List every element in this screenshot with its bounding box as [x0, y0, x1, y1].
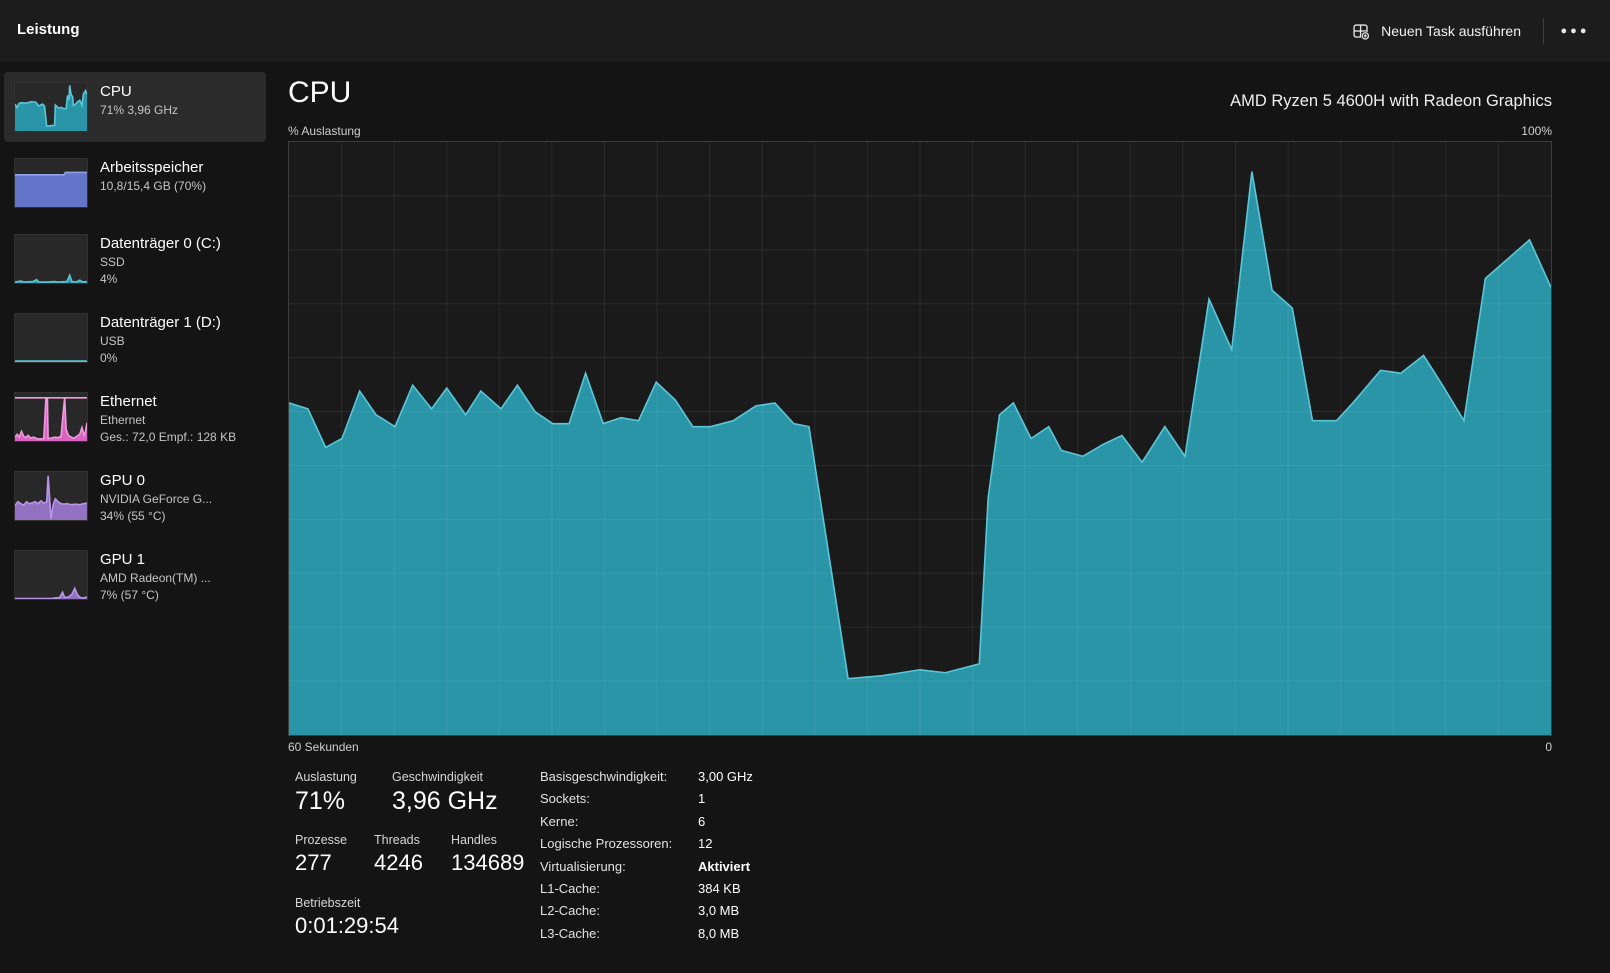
sidebar-item-cpu[interactable]: CPU 71% 3,96 GHz [4, 72, 266, 142]
detail-value: 6 [698, 813, 706, 829]
sidebar-item-ethernet[interactable]: Ethernet Ethernet Ges.: 72,0 Empf.: 128 … [4, 382, 266, 455]
disk0-sparkline [14, 234, 88, 284]
cpu-stats: Auslastung 71% Geschwindigkeit 3,96 GHz … [288, 765, 1552, 955]
x-left-label: 60 Sekunden [288, 740, 359, 754]
stat-label: Handles [451, 833, 497, 847]
chart-top-axis: % Auslastung 100% [288, 124, 1552, 138]
stat-label: Threads [374, 833, 420, 847]
sidebar-item-title: Ethernet [100, 393, 157, 410]
sidebar-item-subline: USB [100, 334, 125, 348]
toolbar: Neuen Task ausführen ●●● [1340, 0, 1596, 62]
sidebar-item-subline: AMD Radeon(TM) ... [100, 571, 211, 585]
stat-processes: Prozesse 277 [295, 833, 347, 876]
sidebar-item-subline: 7% (57 °C) [100, 587, 159, 602]
sidebar-item-disk0[interactable]: Datenträger 0 (C:) SSD 4% [4, 224, 266, 297]
sidebar-item-subline: SSD [100, 255, 125, 269]
sidebar-item-title: Arbeitsspeicher [100, 159, 204, 176]
detail-value: 12 [698, 836, 713, 852]
stat-handles: Handles 134689 [451, 833, 524, 876]
stat-label: Geschwindigkeit [392, 770, 484, 784]
detail-label: L3-Cache: [540, 925, 600, 941]
sidebar-item-title: Datenträger 0 (C:) [100, 235, 221, 252]
more-options-button[interactable]: ●●● [1554, 13, 1596, 49]
cpu-model-name: AMD Ryzen 5 4600H with Radeon Graphics [1230, 92, 1552, 110]
chart-bottom-axis: 60 Sekunden 0 [288, 740, 1552, 754]
top-bar: Leistung Neuen Task ausführen ●●● [0, 0, 1610, 62]
stat-value: 0:01:29:54 [295, 913, 399, 938]
sidebar-item-title: Datenträger 1 (D:) [100, 314, 221, 331]
disk1-sparkline [14, 313, 88, 363]
ethernet-sparkline [14, 392, 88, 442]
sidebar-item-subline: 34% (55 °C) [100, 508, 166, 523]
sidebar-item-title: GPU 0 [100, 472, 146, 489]
sidebar-item-memory[interactable]: Arbeitsspeicher 10,8/15,4 GB (70%) [4, 148, 266, 218]
sidebar-item-subline: 4% [100, 271, 118, 286]
stat-value: 277 [295, 850, 332, 875]
sidebar-item-subline: 0% [100, 350, 118, 365]
run-new-task-button[interactable]: Neuen Task ausführen [1340, 13, 1533, 49]
gpu0-sparkline [14, 471, 88, 521]
detail-value: 3,0 MB [698, 903, 740, 919]
sidebar-item-gpu1[interactable]: GPU 1 AMD Radeon(TM) ... 7% (57 °C) [4, 540, 266, 613]
y-axis-label: % Auslastung [288, 124, 361, 138]
detail-label: L2-Cache: [540, 903, 600, 919]
stat-label: Betriebszeit [295, 896, 361, 910]
stat-utilization: Auslastung 71% [295, 770, 357, 816]
cpu-usage-chart[interactable] [288, 141, 1552, 736]
x-right-label: 0 [1545, 740, 1552, 754]
stat-label: Auslastung [295, 770, 357, 784]
detail-label: Virtualisierung: [540, 858, 626, 874]
detail-label: L1-Cache: [540, 880, 600, 896]
sidebar-item-subline: 71% 3,96 GHz [100, 103, 179, 117]
sidebar-item-title: GPU 1 [100, 551, 146, 568]
sidebar-item-disk1[interactable]: Datenträger 1 (D:) USB 0% [4, 303, 266, 376]
detail-value: 1 [698, 791, 706, 807]
gpu1-sparkline [14, 550, 88, 600]
sidebar-item-subline: Ethernet [100, 413, 146, 427]
new-task-icon [1353, 23, 1370, 40]
stat-value: 3,96 GHz [392, 787, 498, 815]
sidebar-item-subline: 10,8/15,4 GB (70%) [100, 179, 207, 193]
detail-value: 3,00 GHz [698, 769, 753, 784]
detail-label: Basisgeschwindigkeit: [540, 769, 668, 784]
detail-label: Logische Prozessoren: [540, 836, 673, 852]
stat-uptime: Betriebszeit 0:01:29:54 [295, 896, 399, 939]
cpu-details-table: Basisgeschwindigkeit: 3,00 GHz Sockets: 1 … [540, 769, 753, 948]
detail-value: 384 KB [698, 880, 741, 896]
sidebar-item-subline: NVIDIA GeForce G... [100, 492, 213, 506]
cpu-usage-area-chart [289, 142, 1551, 735]
stat-speed: Geschwindigkeit 3,96 GHz [392, 770, 498, 816]
stat-label: Prozesse [295, 833, 348, 847]
performance-sidebar: CPU 71% 3,96 GHz Arbeitsspeicher 10,8/15… [0, 62, 276, 973]
sidebar-item-title: CPU [100, 83, 132, 100]
stat-value: 134689 [451, 850, 525, 875]
toolbar-separator [1543, 18, 1544, 44]
page-title: Leistung [17, 21, 80, 38]
run-new-task-label: Neuen Task ausführen [1381, 23, 1521, 39]
stat-value: 4246 [374, 850, 423, 875]
detail-label: Sockets: [540, 791, 590, 807]
stat-threads: Threads 4246 [374, 833, 423, 876]
sidebar-item-gpu0[interactable]: GPU 0 NVIDIA GeForce G... 34% (55 °C) [4, 461, 266, 534]
y-max-label: 100% [1521, 124, 1552, 138]
stat-value: 71% [295, 787, 346, 815]
detail-value: 8,0 MB [698, 925, 740, 941]
cpu-sparkline [14, 82, 88, 132]
sidebar-item-subline: Ges.: 72,0 Empf.: 128 KB [100, 429, 237, 444]
panel-title: CPU [288, 76, 352, 109]
detail-label: Kerne: [540, 813, 579, 829]
detail-value: Aktiviert [698, 858, 751, 874]
ellipsis-icon: ●●● [1560, 25, 1590, 37]
memory-sparkline [14, 158, 88, 208]
